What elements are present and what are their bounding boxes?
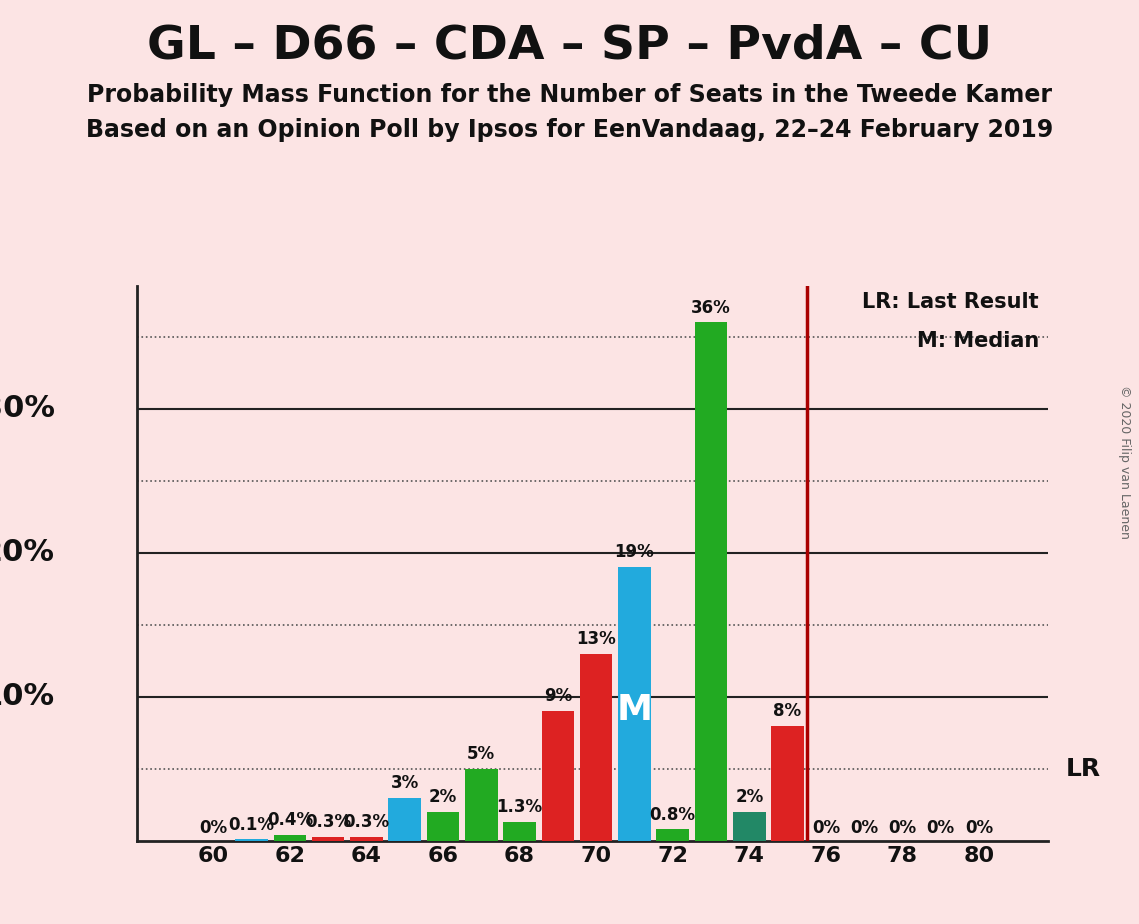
Text: LR: Last Result: LR: Last Result (862, 292, 1039, 312)
Text: 3%: 3% (391, 774, 419, 792)
Text: © 2020 Filip van Laenen: © 2020 Filip van Laenen (1118, 385, 1131, 539)
Text: 5%: 5% (467, 745, 495, 763)
Bar (273, 835, 306, 841)
Bar (312, 836, 344, 841)
Bar (656, 830, 689, 841)
Text: Probability Mass Function for the Number of Seats in the Tweede Kamer: Probability Mass Function for the Number… (87, 83, 1052, 107)
Text: LR: LR (1066, 757, 1101, 781)
Bar (734, 812, 765, 841)
Bar (771, 725, 804, 841)
Text: 8%: 8% (773, 702, 802, 720)
Text: 1.3%: 1.3% (497, 798, 542, 817)
Text: GL – D66 – CDA – SP – PvdA – CU: GL – D66 – CDA – SP – PvdA – CU (147, 23, 992, 68)
Text: 30%: 30% (0, 395, 55, 423)
Text: 9%: 9% (543, 687, 572, 706)
Text: 2%: 2% (429, 788, 457, 807)
Text: 10%: 10% (0, 682, 55, 711)
Bar (503, 822, 535, 841)
Text: 0.1%: 0.1% (229, 816, 274, 833)
Text: 2%: 2% (735, 788, 763, 807)
Text: 0.4%: 0.4% (267, 811, 313, 830)
Text: 0.3%: 0.3% (305, 813, 351, 831)
Text: Based on an Opinion Poll by Ipsos for EenVandaag, 22–24 February 2019: Based on an Opinion Poll by Ipsos for Ee… (85, 118, 1054, 142)
Text: 0.3%: 0.3% (343, 813, 390, 831)
Text: 13%: 13% (576, 630, 616, 648)
Text: 36%: 36% (691, 298, 731, 317)
Bar (427, 812, 459, 841)
Text: 0%: 0% (850, 820, 878, 837)
Bar (695, 322, 727, 841)
Text: 20%: 20% (0, 539, 55, 567)
Text: 19%: 19% (615, 543, 654, 562)
Bar (465, 769, 498, 841)
Bar (580, 653, 613, 841)
Text: 0.8%: 0.8% (649, 806, 696, 823)
Text: 0%: 0% (199, 820, 228, 837)
Text: 0%: 0% (927, 820, 954, 837)
Bar (350, 836, 383, 841)
Bar (388, 797, 421, 841)
Bar (618, 567, 650, 841)
Text: M: Median: M: Median (917, 331, 1039, 351)
Bar (541, 711, 574, 841)
Text: M: M (616, 692, 653, 726)
Text: 0%: 0% (812, 820, 839, 837)
Text: 0%: 0% (888, 820, 917, 837)
Bar (236, 839, 268, 841)
Text: 0%: 0% (965, 820, 993, 837)
